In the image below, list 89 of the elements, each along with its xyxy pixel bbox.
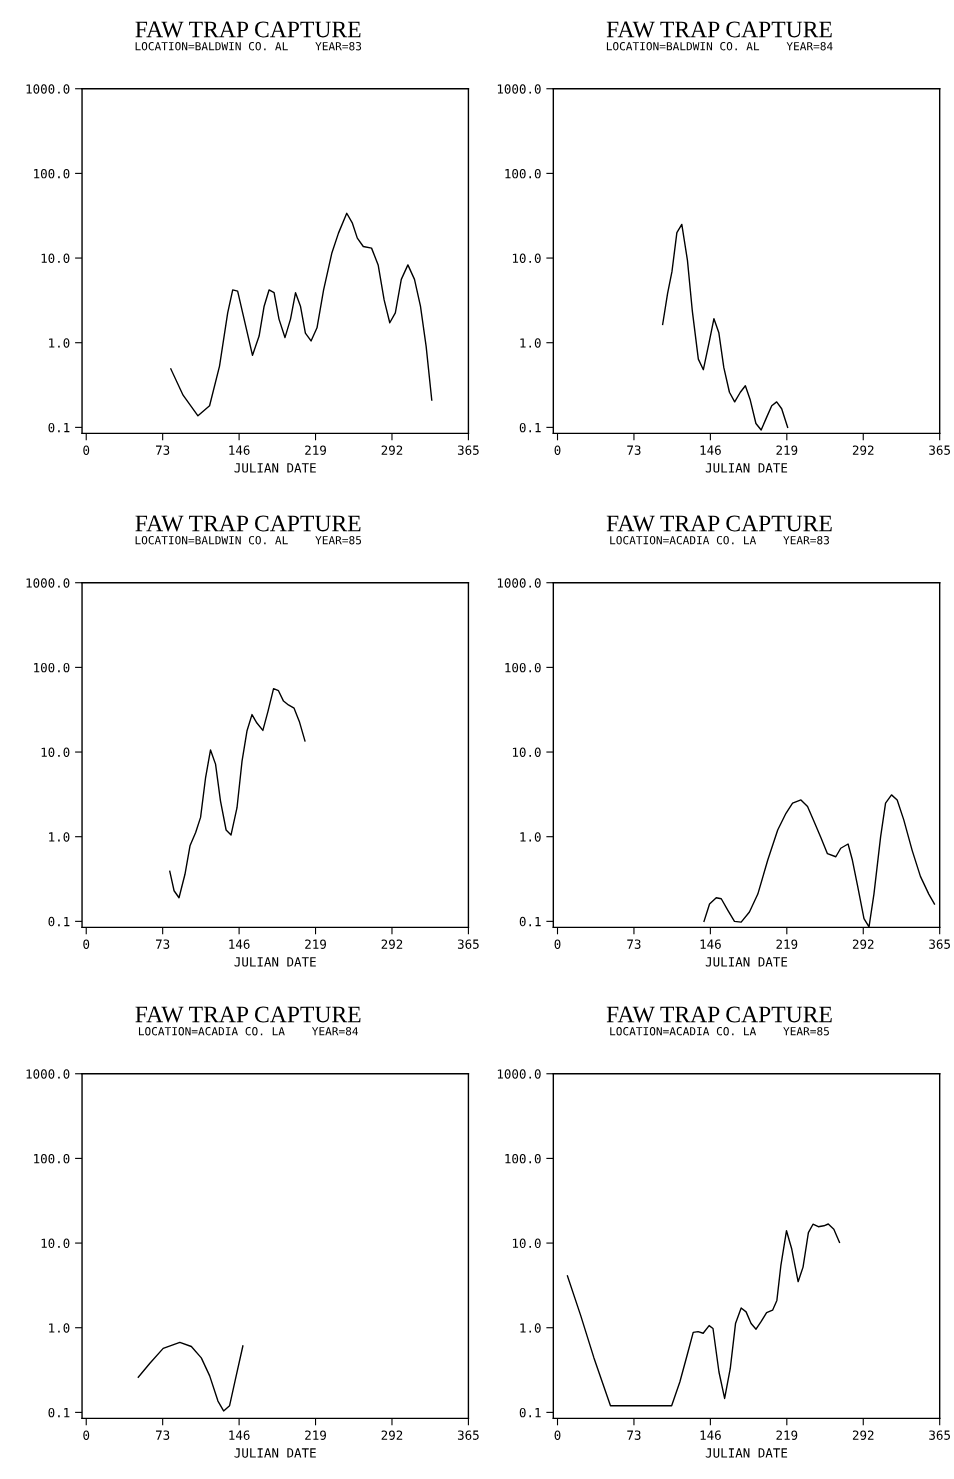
y-tick-label: 1000.0 bbox=[497, 84, 541, 94]
y-tick-label: 0.1 bbox=[48, 916, 70, 927]
y-tick-label: 0.1 bbox=[519, 422, 541, 433]
y-tick-label: 1.0 bbox=[49, 832, 70, 842]
chart-title: FAW TRAP CAPTURE bbox=[135, 515, 361, 532]
x-tick-label: 146 bbox=[700, 939, 721, 949]
x-tick-label: 73 bbox=[627, 939, 641, 949]
chart-subtitle: LOCATION=BALDWIN CO. AL YEAR=84 bbox=[606, 42, 833, 51]
x-tick-label: 0 bbox=[83, 939, 90, 949]
y-tick-label: 10.0 bbox=[512, 747, 541, 757]
y-tick-label: 100.0 bbox=[34, 662, 70, 673]
x-axis-title: JULIAN DATE bbox=[705, 957, 788, 967]
x-tick-label: 292 bbox=[381, 1430, 403, 1440]
chart-title: FAW TRAP CAPTURE bbox=[606, 21, 832, 38]
x-tick-label: 219 bbox=[776, 445, 798, 455]
x-tick-label: 292 bbox=[852, 1430, 874, 1440]
x-tick-label: 146 bbox=[229, 445, 250, 455]
y-tick-label: 1.0 bbox=[520, 832, 541, 842]
x-tick-label: 219 bbox=[305, 939, 326, 949]
y-tick-label: 0.1 bbox=[48, 422, 70, 433]
y-tick-label: 10.0 bbox=[41, 1238, 70, 1249]
y-tick-label: 1000.0 bbox=[26, 1069, 70, 1079]
y-tick-label: 10.0 bbox=[512, 253, 541, 264]
x-axis-title: JULIAN DATE bbox=[234, 463, 316, 473]
x-tick-label: 73 bbox=[627, 445, 641, 455]
y-tick-label: 0.1 bbox=[519, 916, 541, 927]
y-tick-label: 1000.0 bbox=[26, 84, 70, 94]
x-tick-label: 292 bbox=[381, 939, 403, 949]
y-tick-label: 10.0 bbox=[41, 747, 70, 757]
chart-subtitle: LOCATION=ACADIA CO. LA YEAR=85 bbox=[610, 1027, 829, 1036]
x-tick-label: 219 bbox=[776, 939, 798, 949]
x-tick-label: 73 bbox=[155, 445, 170, 455]
chart-title: FAW TRAP CAPTURE bbox=[606, 515, 832, 532]
x-tick-label: 292 bbox=[852, 445, 874, 455]
line-series bbox=[661, 223, 789, 431]
x-axis-title: JULIAN DATE bbox=[705, 463, 788, 473]
chart-title: FAW TRAP CAPTURE bbox=[606, 1006, 832, 1023]
x-tick-label: 0 bbox=[554, 1430, 561, 1440]
x-tick-label: 0 bbox=[554, 939, 561, 949]
x-tick-label: 365 bbox=[457, 445, 479, 455]
x-tick-label: 365 bbox=[929, 1430, 950, 1440]
y-tick-label: 100.0 bbox=[505, 168, 541, 179]
chart-subtitle: LOCATION=BALDWIN CO. AL YEAR=83 bbox=[135, 42, 362, 51]
y-tick-label: 100.0 bbox=[34, 1153, 70, 1164]
chart-title: FAW TRAP CAPTURE bbox=[135, 1006, 361, 1023]
y-tick-label: 1000.0 bbox=[26, 578, 70, 588]
x-tick-label: 73 bbox=[155, 1430, 170, 1440]
chart-title: FAW TRAP CAPTURE bbox=[135, 21, 361, 38]
y-tick-label: 0.1 bbox=[48, 1407, 70, 1418]
x-axis-title: JULIAN DATE bbox=[234, 957, 316, 967]
y-tick-label: 0.1 bbox=[519, 1407, 541, 1418]
x-axis-title: JULIAN DATE bbox=[705, 1448, 788, 1458]
x-tick-label: 292 bbox=[381, 445, 403, 455]
line-series bbox=[170, 212, 433, 417]
x-tick-label: 73 bbox=[627, 1430, 641, 1440]
y-tick-label: 1000.0 bbox=[497, 578, 541, 588]
x-tick-label: 146 bbox=[700, 1430, 721, 1440]
x-tick-label: 365 bbox=[457, 939, 479, 949]
y-tick-label: 1.0 bbox=[49, 1323, 70, 1333]
x-tick-label: 219 bbox=[305, 445, 326, 455]
x-tick-label: 219 bbox=[776, 1430, 798, 1440]
y-tick-label: 10.0 bbox=[41, 253, 70, 264]
x-tick-label: 365 bbox=[457, 1430, 479, 1440]
y-tick-label: 100.0 bbox=[505, 1153, 541, 1164]
y-tick-label: 1.0 bbox=[49, 338, 70, 348]
line-series bbox=[137, 1341, 244, 1412]
chart-subtitle: LOCATION=ACADIA CO. LA YEAR=84 bbox=[138, 1027, 359, 1036]
x-tick-label: 365 bbox=[929, 445, 950, 455]
x-tick-label: 0 bbox=[83, 1430, 90, 1440]
x-tick-label: 146 bbox=[700, 445, 721, 455]
line-series bbox=[566, 1223, 841, 1407]
line-series bbox=[169, 688, 306, 899]
x-tick-label: 146 bbox=[229, 939, 250, 949]
y-tick-label: 100.0 bbox=[505, 662, 541, 673]
chart-subtitle: LOCATION=ACADIA CO. LA YEAR=83 bbox=[610, 535, 829, 545]
y-tick-label: 10.0 bbox=[512, 1238, 541, 1249]
y-tick-label: 100.0 bbox=[34, 168, 70, 179]
x-tick-label: 0 bbox=[83, 445, 90, 455]
y-tick-label: 1.0 bbox=[520, 1323, 541, 1333]
x-tick-label: 73 bbox=[155, 939, 170, 949]
x-tick-label: 146 bbox=[229, 1430, 250, 1440]
y-tick-label: 1.0 bbox=[520, 338, 541, 348]
x-axis-title: JULIAN DATE bbox=[234, 1448, 316, 1458]
x-tick-label: 365 bbox=[929, 939, 950, 949]
chart-subtitle: LOCATION=BALDWIN CO. AL YEAR=85 bbox=[135, 535, 362, 545]
y-tick-label: 1000.0 bbox=[497, 1069, 541, 1079]
x-tick-label: 292 bbox=[852, 939, 874, 949]
x-tick-label: 0 bbox=[554, 445, 561, 455]
x-tick-label: 219 bbox=[305, 1430, 326, 1440]
